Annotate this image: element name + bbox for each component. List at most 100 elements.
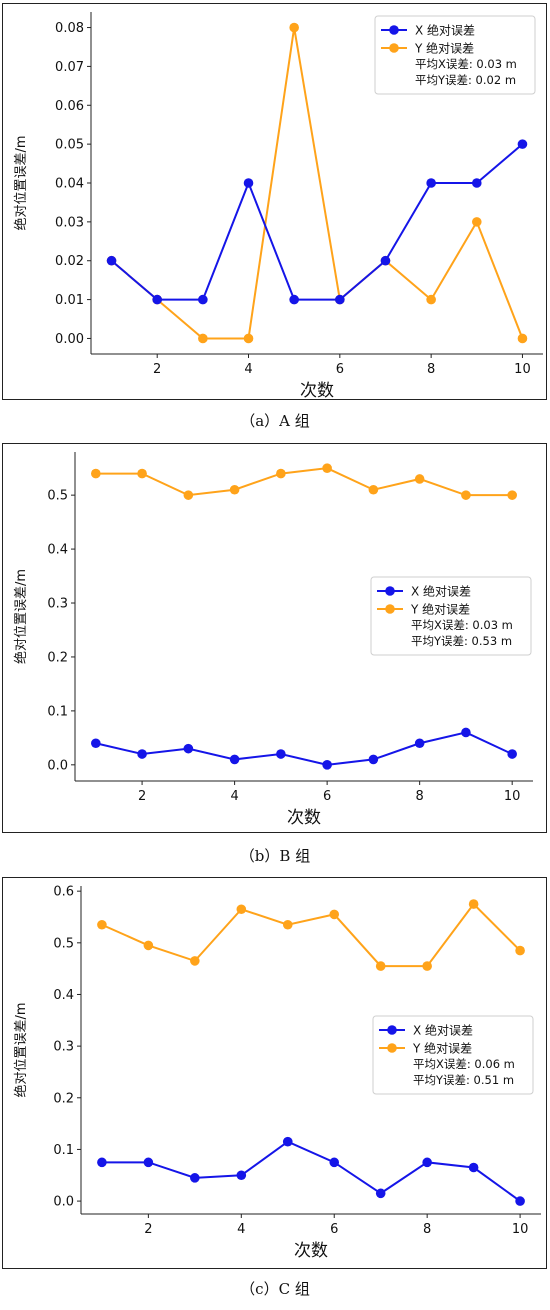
y-tick-label: 0.04: [55, 177, 84, 192]
legend-label-0: X 绝对误差: [413, 1023, 473, 1038]
x-tick-label: 2: [144, 1222, 152, 1237]
data-point-0: [276, 749, 286, 759]
data-point-0: [236, 1170, 247, 1181]
y-tick-label: 0.07: [55, 60, 84, 75]
data-point-0: [329, 1157, 340, 1168]
y-tick-label: 0.1: [53, 1143, 74, 1158]
series-line-1: [95, 467, 513, 497]
series-line-0: [101, 1140, 521, 1202]
chart-a: 0.00 0.01 0.02 0.03 0.04 0.05 0.06 0.07 0.08 2 4 6 8…: [13, 12, 543, 401]
legend-marker-1: [387, 1043, 397, 1053]
data-point-0: [229, 754, 240, 765]
data-point-0: [471, 178, 482, 188]
panel-c-caption: （c）C 组: [240, 1280, 310, 1298]
data-point-1: [471, 217, 482, 227]
data-point-0: [461, 727, 471, 738]
data-point-1: [517, 333, 528, 344]
data-point-0: [289, 294, 299, 305]
legend-box: [370, 576, 532, 656]
y-tick-label: 0.3: [53, 1040, 74, 1055]
data-point-1: [414, 474, 425, 484]
data-point-1: [461, 490, 471, 500]
legend-marker-0: [385, 586, 395, 596]
legend-marker-0: [387, 1025, 397, 1035]
data-point-1: [137, 468, 147, 479]
data-point-1: [515, 945, 525, 956]
data-point-1: [368, 484, 379, 495]
legend-marker-1: [389, 43, 399, 53]
y-tick-label: 0.4: [47, 543, 68, 558]
panel-b-caption: （b）B 组: [239, 847, 311, 865]
data-point-0: [137, 749, 147, 759]
data-point-1: [426, 294, 436, 305]
data-point-0: [422, 1157, 432, 1168]
legend-annotation-1: 平均Y误差: 0.02 m: [415, 73, 516, 87]
data-point-0: [507, 749, 517, 759]
data-point-0: [380, 255, 391, 266]
legend-marker-0: [389, 25, 399, 35]
x-tick-label: 8: [416, 789, 424, 804]
panel-b: 0.0 0.1 0.2 0.3 0.4 0.5 2 4 6 8 10 次数 绝对位置误差/m X 绝对误差…: [0, 440, 550, 870]
y-tick-label: 0.06: [55, 99, 84, 114]
x-axis-label: 次数: [294, 1241, 328, 1261]
y-tick-label: 0.5: [53, 936, 74, 951]
x-tick-label: 6: [336, 362, 344, 377]
y-tick-label: 0.1: [47, 704, 68, 719]
legend-annotation-0: 平均X误差: 0.03 m: [415, 57, 517, 71]
legend-label-0: X 绝对误差: [415, 23, 475, 38]
data-point-1: [198, 333, 208, 344]
y-tick-label: 0.6: [53, 885, 74, 900]
legend-label-1: Y 绝对误差: [414, 41, 474, 56]
data-point-1: [190, 956, 200, 966]
data-point-0: [414, 738, 425, 749]
x-tick-label: 10: [514, 362, 531, 377]
x-tick-label: 10: [504, 789, 521, 804]
y-tick-label: 0.03: [55, 215, 84, 230]
data-point-1: [375, 961, 386, 971]
panel-a-frame: 0.00 0.01 0.02 0.03 0.04 0.05 0.06 0.07 0.08 2 4 6 8…: [2, 3, 547, 401]
y-tick-label: 0.02: [55, 254, 84, 269]
data-point-1: [236, 904, 247, 915]
data-point-0: [190, 1173, 200, 1183]
y-tick-label: 0.4: [53, 988, 74, 1003]
data-point-0: [375, 1188, 386, 1199]
data-point-0: [368, 754, 379, 765]
data-point-0: [97, 1157, 107, 1168]
data-point-0: [183, 743, 194, 754]
y-tick-label: 0.01: [55, 293, 84, 308]
legend-box: [372, 1015, 534, 1095]
series-line-1: [110, 27, 524, 340]
panel-c-frame: 0.0 0.1 0.2 0.3 0.4 0.5 0.6 2 4 6 8 10 次数 绝对位置误差/m X 绝…: [2, 877, 547, 1269]
data-point-1: [91, 468, 101, 479]
x-tick-label: 2: [138, 789, 146, 804]
x-tick-label: 2: [153, 362, 161, 377]
data-point-1: [507, 490, 517, 500]
chart-b: 0.0 0.1 0.2 0.3 0.4 0.5 2 4 6 8 10 次数 绝对位置误差/m X 绝对误差…: [13, 452, 533, 828]
data-point-1: [289, 22, 299, 33]
data-point-0: [468, 1162, 479, 1173]
y-tick-label: 0.08: [55, 21, 84, 36]
data-point-1: [422, 961, 432, 971]
data-point-1: [143, 940, 154, 951]
data-point-0: [517, 139, 528, 149]
x-tick-label: 6: [330, 1222, 338, 1237]
y-tick-label: 0.5: [47, 489, 68, 504]
data-point-0: [335, 294, 345, 305]
x-tick-label: 8: [423, 1222, 431, 1237]
x-tick-label: 6: [323, 789, 331, 804]
y-tick-label: 0.00: [55, 332, 84, 347]
data-point-0: [426, 178, 436, 188]
data-point-1: [282, 919, 293, 930]
data-point-0: [152, 294, 163, 305]
data-point-0: [198, 294, 208, 305]
legend-annotation-0: 平均X误差: 0.06 m: [413, 1057, 515, 1071]
x-tick-label: 8: [427, 362, 435, 377]
panel-a-caption: （a）A 组: [240, 412, 310, 430]
series-line-0: [95, 731, 513, 766]
series-line-1: [101, 902, 521, 968]
data-point-1: [329, 909, 340, 920]
legend-label-1: Y 绝对误差: [412, 1041, 472, 1056]
legend-annotation-0: 平均X误差: 0.03 m: [411, 618, 513, 632]
y-tick-label: 0.2: [47, 650, 68, 665]
x-tick-label: 10: [512, 1222, 529, 1237]
